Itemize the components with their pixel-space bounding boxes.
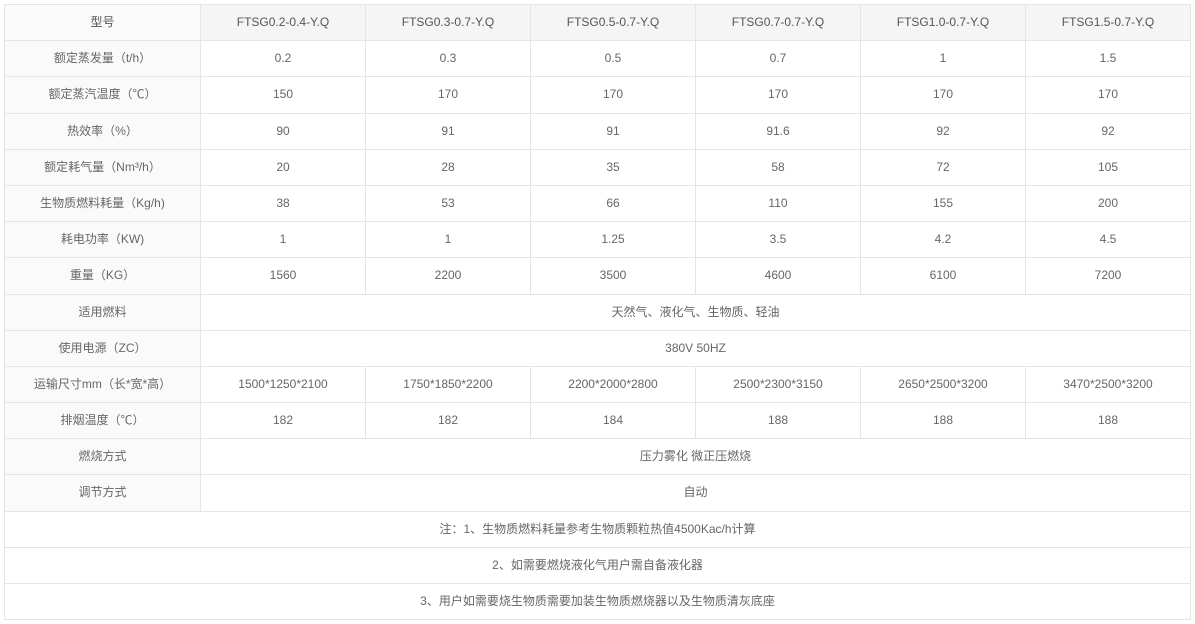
data-cell: 188: [1026, 403, 1191, 439]
row-label: 耗电功率（KW): [5, 222, 201, 258]
data-cell: 188: [861, 403, 1026, 439]
table-row: 生物质燃料耗量（Kg/h)385366110155200: [5, 185, 1191, 221]
row-label: 重量（KG）: [5, 258, 201, 294]
data-cell: 6100: [861, 258, 1026, 294]
data-cell: 92: [861, 113, 1026, 149]
model-header: FTSG0.5-0.7-Y.Q: [531, 5, 696, 41]
data-cell: 200: [1026, 185, 1191, 221]
table-row: 运输尺寸mm（长*宽*高）1500*1250*21001750*1850*220…: [5, 366, 1191, 402]
table-row: 适用燃料天然气、液化气、生物质、轻油: [5, 294, 1191, 330]
table-row: 使用电源（ZC）380V 50HZ: [5, 330, 1191, 366]
note-cell: 注：1、生物质燃料耗量参考生物质颗粒热值4500Kac/h计算: [5, 511, 1191, 547]
data-cell: 0.3: [366, 41, 531, 77]
data-cell: 182: [201, 403, 366, 439]
merged-cell: 天然气、液化气、生物质、轻油: [201, 294, 1191, 330]
row-label: 排烟温度（℃）: [5, 403, 201, 439]
table-row: 额定蒸发量（t/h）0.20.30.50.711.5: [5, 41, 1191, 77]
data-cell: 1.5: [1026, 41, 1191, 77]
header-label: 型号: [5, 5, 201, 41]
table-row: 额定耗气量（Nm³/h）2028355872105: [5, 149, 1191, 185]
data-cell: 150: [201, 77, 366, 113]
data-cell: 4.2: [861, 222, 1026, 258]
note-row: 2、如需要燃烧液化气用户需自备液化器: [5, 547, 1191, 583]
table-row: 燃烧方式压力雾化 微正压燃烧: [5, 439, 1191, 475]
note-row: 3、用户如需要烧生物质需要加装生物质燃烧器以及生物质清灰底座: [5, 584, 1191, 620]
data-cell: 170: [531, 77, 696, 113]
model-header: FTSG0.3-0.7-Y.Q: [366, 5, 531, 41]
data-cell: 188: [696, 403, 861, 439]
row-label: 调节方式: [5, 475, 201, 511]
data-cell: 7200: [1026, 258, 1191, 294]
data-cell: 0.7: [696, 41, 861, 77]
data-cell: 182: [366, 403, 531, 439]
data-cell: 2200*2000*2800: [531, 366, 696, 402]
data-cell: 72: [861, 149, 1026, 185]
data-cell: 1: [201, 222, 366, 258]
data-cell: 35: [531, 149, 696, 185]
data-cell: 3470*2500*3200: [1026, 366, 1191, 402]
table-row: 重量（KG）156022003500460061007200: [5, 258, 1191, 294]
data-cell: 170: [861, 77, 1026, 113]
data-cell: 155: [861, 185, 1026, 221]
data-cell: 184: [531, 403, 696, 439]
note-row: 注：1、生物质燃料耗量参考生物质颗粒热值4500Kac/h计算: [5, 511, 1191, 547]
data-cell: 1: [366, 222, 531, 258]
data-cell: 4.5: [1026, 222, 1191, 258]
table-row: 排烟温度（℃）182182184188188188: [5, 403, 1191, 439]
data-cell: 1750*1850*2200: [366, 366, 531, 402]
model-header: FTSG1.0-0.7-Y.Q: [861, 5, 1026, 41]
data-cell: 110: [696, 185, 861, 221]
data-cell: 1.25: [531, 222, 696, 258]
data-cell: 0.2: [201, 41, 366, 77]
data-cell: 3.5: [696, 222, 861, 258]
data-cell: 91: [366, 113, 531, 149]
data-cell: 105: [1026, 149, 1191, 185]
data-cell: 53: [366, 185, 531, 221]
model-header: FTSG0.2-0.4-Y.Q: [201, 5, 366, 41]
data-cell: 58: [696, 149, 861, 185]
row-label: 额定蒸发量（t/h）: [5, 41, 201, 77]
data-cell: 91: [531, 113, 696, 149]
data-cell: 66: [531, 185, 696, 221]
spec-table: 型号 FTSG0.2-0.4-Y.Q FTSG0.3-0.7-Y.Q FTSG0…: [4, 4, 1191, 620]
data-cell: 2650*2500*3200: [861, 366, 1026, 402]
merged-cell: 380V 50HZ: [201, 330, 1191, 366]
data-cell: 92: [1026, 113, 1191, 149]
note-cell: 2、如需要燃烧液化气用户需自备液化器: [5, 547, 1191, 583]
data-cell: 38: [201, 185, 366, 221]
table-row: 热效率（%）90919191.69292: [5, 113, 1191, 149]
row-label: 适用燃料: [5, 294, 201, 330]
data-cell: 0.5: [531, 41, 696, 77]
data-cell: 1560: [201, 258, 366, 294]
data-cell: 91.6: [696, 113, 861, 149]
table-row: 调节方式自动: [5, 475, 1191, 511]
row-label: 额定耗气量（Nm³/h）: [5, 149, 201, 185]
table-row: 额定蒸汽温度（℃）150170170170170170: [5, 77, 1191, 113]
data-cell: 20: [201, 149, 366, 185]
row-label: 使用电源（ZC）: [5, 330, 201, 366]
table-header-row: 型号 FTSG0.2-0.4-Y.Q FTSG0.3-0.7-Y.Q FTSG0…: [5, 5, 1191, 41]
note-cell: 3、用户如需要烧生物质需要加装生物质燃烧器以及生物质清灰底座: [5, 584, 1191, 620]
row-label: 燃烧方式: [5, 439, 201, 475]
row-label: 生物质燃料耗量（Kg/h): [5, 185, 201, 221]
data-cell: 1: [861, 41, 1026, 77]
data-cell: 3500: [531, 258, 696, 294]
row-label: 热效率（%）: [5, 113, 201, 149]
data-cell: 90: [201, 113, 366, 149]
model-header: FTSG0.7-0.7-Y.Q: [696, 5, 861, 41]
row-label: 额定蒸汽温度（℃）: [5, 77, 201, 113]
merged-cell: 压力雾化 微正压燃烧: [201, 439, 1191, 475]
table-row: 耗电功率（KW)111.253.54.24.5: [5, 222, 1191, 258]
data-cell: 170: [696, 77, 861, 113]
merged-cell: 自动: [201, 475, 1191, 511]
data-cell: 4600: [696, 258, 861, 294]
data-cell: 28: [366, 149, 531, 185]
data-cell: 2500*2300*3150: [696, 366, 861, 402]
model-header: FTSG1.5-0.7-Y.Q: [1026, 5, 1191, 41]
data-cell: 170: [366, 77, 531, 113]
data-cell: 2200: [366, 258, 531, 294]
data-cell: 1500*1250*2100: [201, 366, 366, 402]
data-cell: 170: [1026, 77, 1191, 113]
row-label: 运输尺寸mm（长*宽*高）: [5, 366, 201, 402]
